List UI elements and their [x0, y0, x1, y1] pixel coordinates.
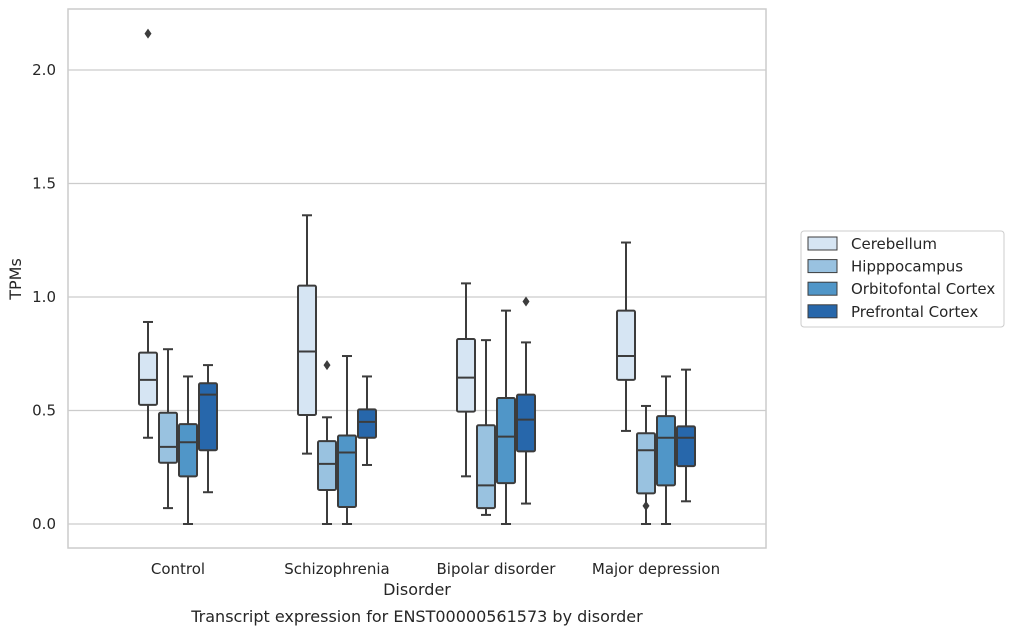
box-mark	[138, 28, 158, 439]
outlier-point	[323, 360, 331, 371]
box-iqr	[198, 382, 218, 452]
box-mark	[656, 375, 676, 525]
y-tick-label: 2.0	[32, 61, 56, 79]
box-iqr	[297, 284, 317, 417]
box-mark	[516, 296, 536, 505]
y-tick-label: 0.0	[32, 515, 56, 533]
series-cerebellum	[138, 28, 636, 478]
legend-swatch	[807, 236, 838, 251]
y-axis-title: TPMs	[6, 258, 25, 301]
box-mark	[456, 282, 476, 478]
plot-area-frame	[67, 8, 767, 549]
box-mark	[198, 364, 218, 494]
legend-label: Prefrontal Cortex	[851, 303, 978, 321]
box-mark	[317, 360, 337, 525]
legend-swatch	[807, 304, 838, 319]
box-iqr	[676, 425, 696, 468]
box-iqr	[337, 434, 357, 508]
box-iqr	[476, 424, 496, 510]
x-tick-label: Control	[151, 560, 205, 578]
legend-label: Hipppocampus	[851, 258, 963, 276]
box-iqr	[616, 309, 636, 381]
box-mark	[496, 309, 516, 525]
outlier-point	[642, 500, 650, 511]
box-iqr	[456, 337, 476, 413]
legend-swatch	[807, 281, 838, 296]
x-axis-ticks: Control Schizophrenia Bipolar disorder Majo…	[151, 560, 720, 578]
box-mark	[158, 348, 178, 510]
legend-frame	[800, 230, 1005, 328]
legend-swatch	[807, 259, 838, 274]
outlier-point	[144, 28, 152, 39]
box-iqr	[636, 432, 656, 495]
x-tick-label: Schizophrenia	[284, 560, 389, 578]
box-mark	[337, 355, 357, 525]
box-mark	[178, 375, 198, 525]
box-iqr	[158, 411, 178, 464]
outlier-point	[522, 296, 530, 307]
box-series	[138, 28, 696, 525]
box-iqr	[656, 415, 676, 487]
series-orbitofontal-cortex	[178, 309, 676, 525]
box-mark	[616, 241, 636, 432]
box-iqr	[496, 397, 516, 485]
box-mark	[357, 375, 377, 466]
box-iqr	[138, 351, 158, 406]
box-iqr	[178, 423, 198, 478]
y-tick-label: 1.0	[32, 288, 56, 306]
y-axis-ticks: 0.0 0.5 1.0 1.5 2.0	[32, 61, 56, 533]
box-mark	[676, 368, 696, 503]
x-tick-label: Major depression	[592, 560, 720, 578]
legend-label: Cerebellum	[851, 235, 937, 253]
y-tick-label: 0.5	[32, 402, 56, 420]
series-hipppocampus	[158, 339, 656, 525]
box-iqr	[317, 440, 337, 491]
x-axis-title: Disorder	[383, 580, 451, 599]
box-mark	[476, 339, 496, 516]
box-mark	[636, 404, 656, 525]
legend: Cerebellum Hipppocampus Orbitofontal Corte…	[800, 230, 1005, 328]
box-mark	[297, 214, 317, 455]
box-iqr	[516, 393, 536, 453]
series-prefrontal-cortex	[198, 296, 696, 505]
figure-caption: Transcript expression for ENST0000056157…	[190, 607, 643, 626]
y-tick-label: 1.5	[32, 175, 56, 193]
x-tick-label: Bipolar disorder	[437, 560, 557, 578]
box-iqr	[357, 408, 377, 439]
legend-label: Orbitofontal Cortex	[851, 280, 995, 298]
